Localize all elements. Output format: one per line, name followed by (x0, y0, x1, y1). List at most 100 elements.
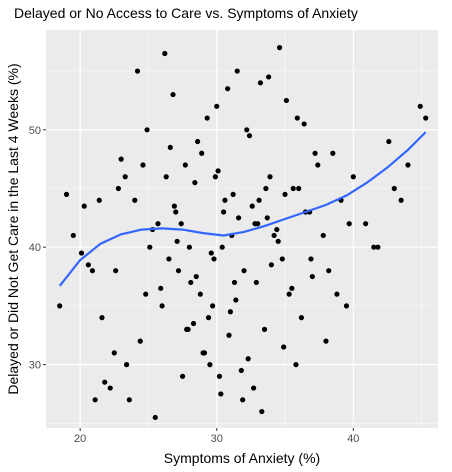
data-point (293, 362, 299, 368)
data-point (371, 244, 377, 250)
data-point (113, 268, 119, 274)
data-point (179, 373, 186, 379)
data-point (193, 273, 199, 280)
data-point (96, 197, 102, 203)
data-point (163, 174, 169, 180)
data-point (279, 256, 285, 262)
data-point (143, 291, 149, 297)
x-axis-title: Symptoms of Anxiety (%) (164, 450, 320, 466)
data-point (251, 385, 257, 391)
data-point (231, 279, 238, 286)
y-tick-label: 50 (29, 125, 41, 137)
data-point (346, 221, 352, 227)
data-point (252, 221, 258, 227)
data-point (107, 385, 113, 391)
data-point (111, 350, 117, 356)
data-point (166, 256, 172, 262)
chart-title: Delayed or No Access to Care vs. Symptom… (14, 5, 358, 21)
data-point (264, 215, 270, 221)
data-point (253, 279, 259, 286)
data-point (259, 408, 265, 415)
data-point (216, 373, 223, 379)
data-point (132, 197, 138, 203)
data-point (215, 168, 221, 174)
data-point (173, 209, 179, 215)
data-point (256, 197, 262, 203)
data-point (308, 256, 314, 262)
data-point (197, 291, 203, 297)
data-point (152, 414, 158, 421)
data-point (205, 315, 212, 321)
data-point (312, 150, 318, 156)
data-point (323, 338, 329, 344)
data-point (85, 262, 91, 268)
data-point (230, 191, 236, 197)
data-point (246, 133, 253, 139)
y-tick-label: 30 (29, 360, 41, 372)
smooth-line (58, 131, 427, 287)
data-point (200, 350, 206, 356)
data-point (175, 268, 182, 274)
data-point (102, 379, 108, 385)
data-point (182, 162, 188, 168)
data-point (244, 127, 250, 133)
data-point (398, 197, 404, 203)
data-point (214, 103, 220, 109)
x-tick-label: 20 (74, 433, 86, 445)
data-point (174, 238, 180, 244)
data-point (99, 315, 105, 321)
data-point (81, 203, 87, 209)
data-point (211, 256, 217, 262)
data-point (268, 262, 274, 268)
data-point (207, 362, 213, 368)
data-point (78, 250, 85, 256)
data-point (89, 268, 96, 274)
data-point (170, 91, 176, 98)
data-point (115, 185, 121, 192)
data-point (226, 332, 232, 338)
data-point (70, 232, 76, 239)
data-point (210, 303, 216, 309)
data-point (186, 244, 193, 250)
data-point (122, 174, 128, 180)
grid-minor (46, 30, 438, 428)
data-point (289, 285, 295, 291)
data-point (240, 397, 246, 403)
data-point (162, 50, 168, 57)
data-point (417, 103, 423, 109)
data-point (137, 338, 143, 344)
data-point (225, 86, 231, 92)
data-point (275, 238, 281, 244)
data-point (283, 97, 289, 104)
data-point (266, 74, 272, 80)
data-point (147, 244, 153, 250)
data-point (271, 232, 277, 239)
data-point (222, 197, 228, 203)
data-point (343, 303, 350, 309)
data-point (171, 203, 177, 209)
data-point (309, 273, 315, 280)
data-point (220, 209, 227, 215)
data-point (290, 185, 296, 192)
data-point (140, 162, 146, 168)
data-point (386, 138, 392, 145)
data-point (245, 356, 251, 362)
data-point (123, 362, 130, 368)
data-point (159, 303, 165, 309)
data-point (334, 291, 340, 297)
data-point (126, 397, 132, 403)
data-point (118, 156, 124, 162)
data-point (257, 80, 264, 86)
data-point (208, 250, 214, 256)
data-point (63, 191, 70, 197)
data-point (158, 285, 164, 291)
data-point (184, 326, 190, 332)
x-tick-label: 40 (347, 433, 359, 445)
data-point (274, 226, 280, 233)
data-point (212, 174, 218, 180)
data-point (276, 45, 283, 51)
data-point (235, 215, 242, 221)
data-point (192, 180, 198, 186)
data-point (144, 127, 150, 133)
data-point (375, 244, 381, 250)
